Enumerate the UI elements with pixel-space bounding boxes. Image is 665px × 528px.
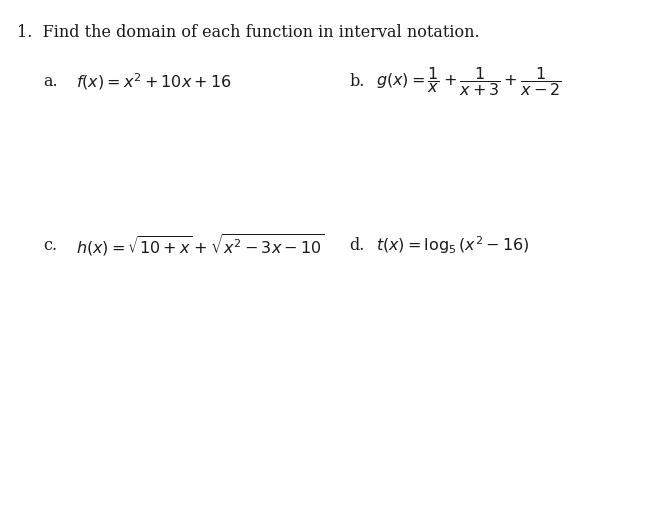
Text: $g(x)=\dfrac{1}{x}+\dfrac{1}{x+3}+\dfrac{1}{x-2}$: $g(x)=\dfrac{1}{x}+\dfrac{1}{x+3}+\dfrac… [376, 65, 561, 98]
Text: a.: a. [43, 73, 58, 90]
Text: $t(x)=\log_{5}\left(x^{2}-16\right)$: $t(x)=\log_{5}\left(x^{2}-16\right)$ [376, 234, 529, 257]
Text: d.: d. [349, 237, 364, 254]
Text: b.: b. [349, 73, 364, 90]
Text: $f(x)=x^{2}+10x+16$: $f(x)=x^{2}+10x+16$ [76, 71, 232, 92]
Text: c.: c. [43, 237, 57, 254]
Text: $h(x)=\sqrt{10+x}+\sqrt{x^{2}-3x-10}$: $h(x)=\sqrt{10+x}+\sqrt{x^{2}-3x-10}$ [76, 232, 325, 259]
Text: 1.  Find the domain of each function in interval notation.: 1. Find the domain of each function in i… [17, 24, 479, 41]
